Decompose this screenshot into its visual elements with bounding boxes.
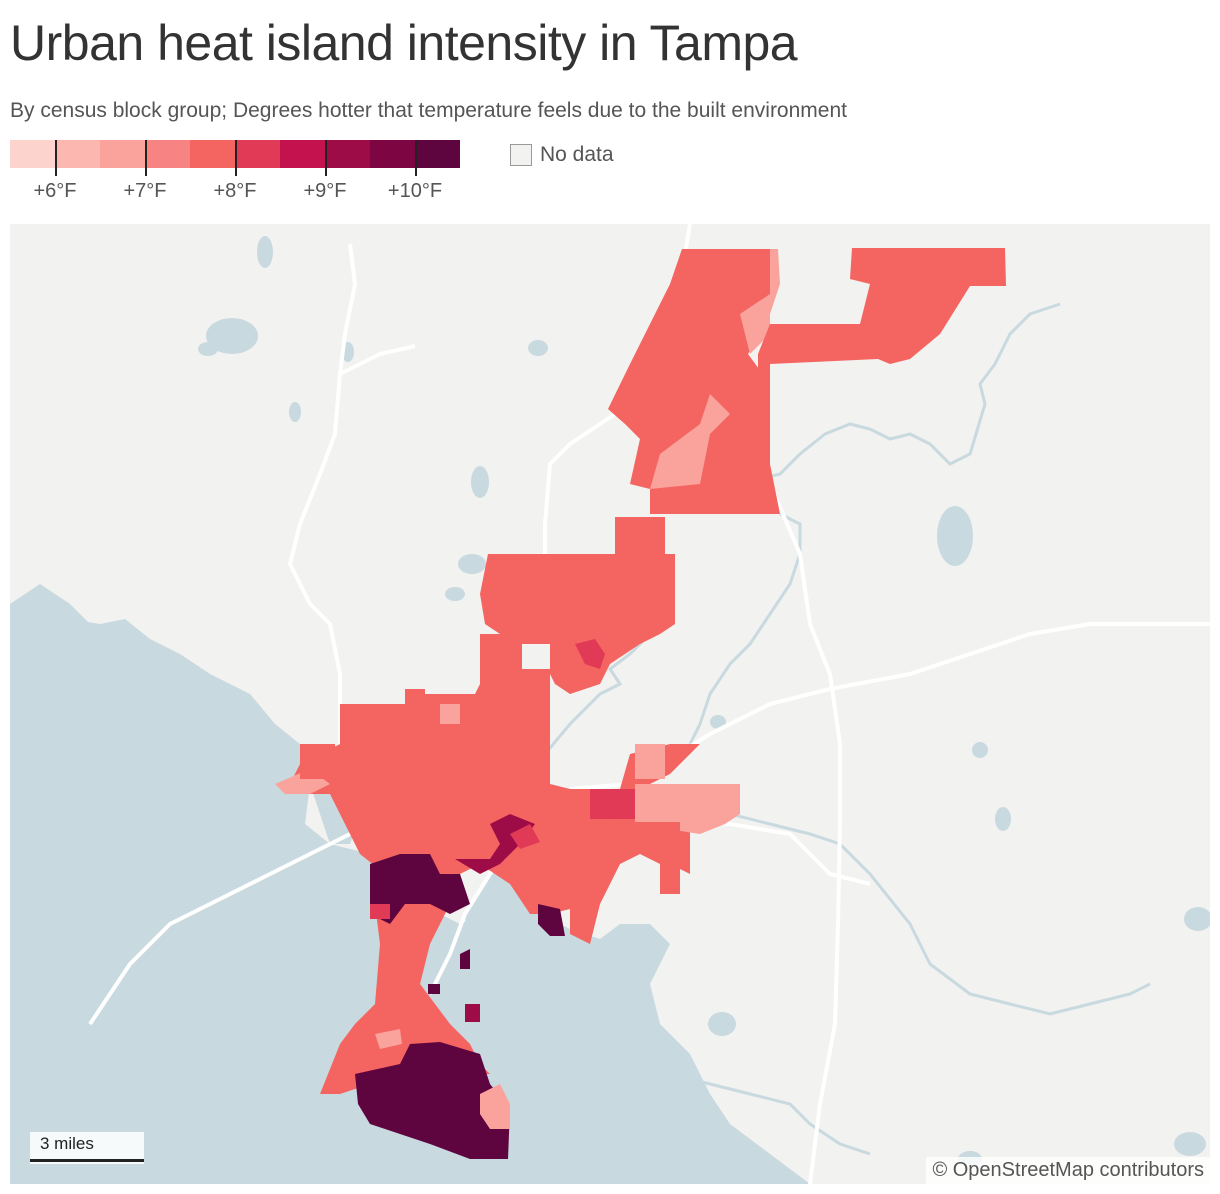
legend-swatch-0 xyxy=(10,140,55,168)
lake-nw-2 xyxy=(445,587,465,601)
road-north-branch xyxy=(339,344,416,376)
legend-swatch-2 xyxy=(100,140,145,168)
block-group-harbour xyxy=(538,904,565,936)
legend-tick-label: +6°F xyxy=(33,180,77,202)
river-layer xyxy=(513,302,1151,1156)
legend-color-bar xyxy=(10,140,460,168)
block-group-ybor xyxy=(575,639,605,669)
lake-se-2 xyxy=(588,984,612,1044)
scale-background xyxy=(30,1132,144,1164)
block-group-center-light xyxy=(440,704,460,724)
block-group-south-light xyxy=(375,1029,402,1049)
legend-swatch-6 xyxy=(280,140,325,168)
legend-tick-mark xyxy=(325,140,327,176)
river-se xyxy=(689,792,1151,1016)
scale-label: 3 miles xyxy=(40,1134,94,1153)
color-legend: +6°F +7°F +8°F +9°F +10°F xyxy=(10,140,460,208)
block-group-south-dark-1 xyxy=(460,949,470,969)
lake-west-2 xyxy=(198,342,218,356)
lake-s xyxy=(577,1064,613,1144)
block-group-south-tip xyxy=(355,1042,510,1159)
no-data-legend: No data xyxy=(510,143,614,167)
block-group-south-10 xyxy=(370,904,390,919)
lake-east-2 xyxy=(995,807,1011,831)
legend-tick-mark xyxy=(55,140,57,176)
block-group-center-north xyxy=(480,517,675,694)
block-group-south-9 xyxy=(465,1004,480,1022)
river-east xyxy=(688,512,802,745)
lake-east xyxy=(937,506,973,566)
block-group-east-1 xyxy=(590,789,635,819)
block-group-east-3 xyxy=(635,744,665,779)
legend-tick-label: +8°F xyxy=(213,180,257,202)
block-group-downtown-1 xyxy=(370,854,470,924)
block-group-south-tip-light xyxy=(480,1084,510,1129)
lake-north-1 xyxy=(528,340,548,356)
legend-tick-mark xyxy=(235,140,237,176)
map-attribution[interactable]: © OpenStreetMap contributors xyxy=(926,1157,1210,1184)
heat-map[interactable]: 3 miles © OpenStreetMap contributors xyxy=(10,224,1210,1184)
legend-ticks: +6°F +7°F +8°F +9°F +10°F xyxy=(10,140,460,208)
lake-north-2 xyxy=(471,466,489,498)
legend-swatch-4 xyxy=(190,140,235,168)
legend-swatch-7 xyxy=(325,140,370,168)
block-group-north-1 xyxy=(608,249,780,514)
block-group-northeast xyxy=(758,248,1006,384)
lake-west-3 xyxy=(257,236,273,268)
courtney-campbell xyxy=(88,832,351,1026)
legend-tick-label: +9°F xyxy=(303,180,347,202)
lake-se xyxy=(708,1012,736,1036)
legend-swatch-3 xyxy=(145,140,190,168)
legend-tick-mark xyxy=(145,140,147,176)
water-layer xyxy=(10,236,1210,1184)
river-s xyxy=(669,1072,871,1156)
block-group-east-2 xyxy=(635,784,740,834)
lake-west-4 xyxy=(289,402,301,422)
block-group-east-4 xyxy=(570,822,680,944)
legend-swatch-5 xyxy=(235,140,280,168)
old-tampa-bay-inlet xyxy=(10,584,90,654)
map-canvas[interactable] xyxy=(10,224,1210,1184)
chart-title: Urban heat island intensity in Tampa xyxy=(10,15,798,71)
scale-line xyxy=(30,1159,144,1162)
legend-tick-mark xyxy=(415,140,417,176)
chart-subtitle: By census block group; Degrees hotter th… xyxy=(10,99,847,122)
lake-se-4 xyxy=(1174,1132,1206,1156)
no-data-swatch xyxy=(510,144,532,166)
heat-polygons[interactable] xyxy=(275,248,1006,1159)
legend-tick-label: +10°F xyxy=(387,180,443,202)
block-group-north-3 xyxy=(650,394,730,489)
legend-swatch-1 xyxy=(55,140,100,168)
legend-swatch-8 xyxy=(370,140,415,168)
block-group-west-1 xyxy=(300,744,335,779)
legend-swatch-9 xyxy=(415,140,460,168)
lake-west-1 xyxy=(206,318,258,354)
lake-center xyxy=(710,715,726,729)
block-group-south-dark-2 xyxy=(428,984,440,994)
river-ne xyxy=(709,302,1061,506)
no-data-area xyxy=(522,644,550,669)
lake-east-3 xyxy=(972,742,988,758)
lake-far-east xyxy=(1184,907,1210,931)
block-group-downtown-3 xyxy=(510,824,540,849)
lake-ne-2 xyxy=(458,554,486,574)
no-data-label: No data xyxy=(540,143,614,166)
legend-tick-label: +7°F xyxy=(123,180,167,202)
block-group-downtown-2 xyxy=(455,814,535,874)
